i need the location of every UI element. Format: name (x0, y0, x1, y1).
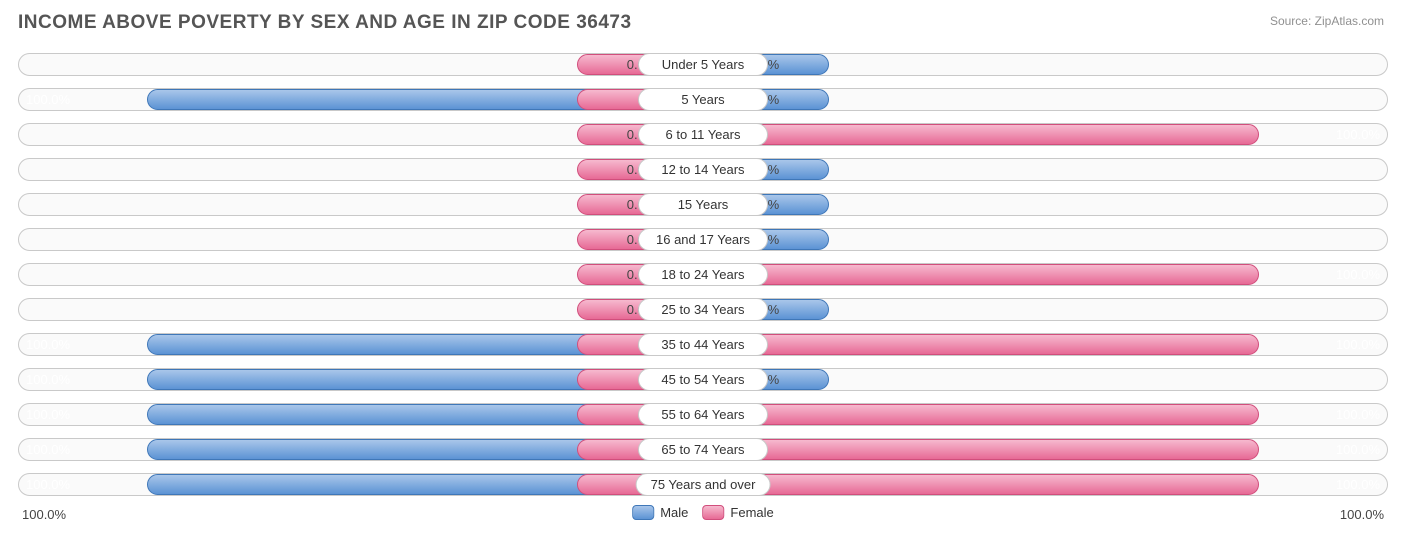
legend-item-male: Male (632, 505, 688, 520)
category-label: 55 to 64 Years (638, 403, 768, 426)
female-swatch (702, 505, 724, 520)
legend-label: Male (660, 505, 688, 520)
category-label: Under 5 Years (638, 53, 768, 76)
male-value-label: 100.0% (26, 474, 70, 495)
male-value-label: 100.0% (26, 334, 70, 355)
male-value-label: 100.0% (26, 89, 70, 110)
chart-row: 0.0%0.0%15 Years (18, 190, 1388, 219)
axis-right-label: 100.0% (1340, 507, 1384, 522)
category-label: 18 to 24 Years (638, 263, 768, 286)
female-value-label: 100.0% (1336, 124, 1380, 145)
x-axis: 100.0% 100.0% Male Female (18, 505, 1388, 527)
chart-row: 0.0%0.0%Under 5 Years (18, 50, 1388, 79)
category-label: 12 to 14 Years (638, 158, 768, 181)
axis-left-label: 100.0% (22, 507, 66, 522)
legend-item-female: Female (702, 505, 773, 520)
male-value-label: 100.0% (26, 404, 70, 425)
chart-row: 0.0%0.0%16 and 17 Years (18, 225, 1388, 254)
chart-row: 100.0%0.0%5 Years (18, 85, 1388, 114)
female-value-label: 100.0% (1336, 474, 1380, 495)
female-value-label: 100.0% (1336, 439, 1380, 460)
category-label: 45 to 54 Years (638, 368, 768, 391)
category-label: 6 to 11 Years (638, 123, 768, 146)
category-label: 16 and 17 Years (638, 228, 768, 251)
source-attribution: Source: ZipAtlas.com (1270, 14, 1384, 28)
legend-label: Female (730, 505, 773, 520)
chart-row: 100.0% 100.0% 55 to 64 Years (18, 400, 1388, 429)
diverging-bar-chart: 0.0%0.0%Under 5 Years 100.0%0.0%5 Years 0.… (18, 50, 1388, 527)
male-value-label: 100.0% (26, 369, 70, 390)
chart-row: 100.0% 100.0% 65 to 74 Years (18, 435, 1388, 464)
chart-row: 0.0%0.0%12 to 14 Years (18, 155, 1388, 184)
chart-row: 0.0%0.0%25 to 34 Years (18, 295, 1388, 324)
chart-title: INCOME ABOVE POVERTY BY SEX AND AGE IN Z… (18, 12, 1388, 34)
chart-row: 0.0%100.0%18 to 24 Years (18, 260, 1388, 289)
female-value-label: 100.0% (1336, 264, 1380, 285)
legend: Male Female (632, 505, 774, 520)
category-label: 65 to 74 Years (638, 438, 768, 461)
chart-row: 100.0%0.0%45 to 54 Years (18, 365, 1388, 394)
female-value-label: 100.0% (1336, 404, 1380, 425)
category-label: 75 Years and over (636, 473, 771, 496)
category-label: 25 to 34 Years (638, 298, 768, 321)
chart-row: 0.0%100.0%6 to 11 Years (18, 120, 1388, 149)
chart-row: 100.0% 100.0% 35 to 44 Years (18, 330, 1388, 359)
chart-row: 100.0% 100.0% 75 Years and over (18, 470, 1388, 499)
category-label: 15 Years (638, 193, 768, 216)
male-value-label: 100.0% (26, 439, 70, 460)
category-label: 35 to 44 Years (638, 333, 768, 356)
male-swatch (632, 505, 654, 520)
female-value-label: 100.0% (1336, 334, 1380, 355)
category-label: 5 Years (638, 88, 768, 111)
